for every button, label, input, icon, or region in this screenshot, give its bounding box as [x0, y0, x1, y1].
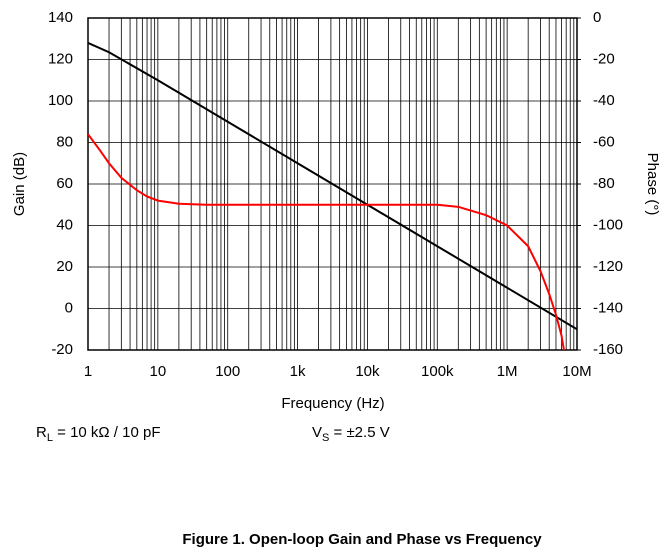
plot-frame	[87, 17, 578, 351]
y-tick-label: 40	[56, 216, 73, 233]
x-tick-label: 10M	[562, 363, 591, 380]
y-tick-label: 120	[48, 50, 73, 67]
x-tick-label: 10	[150, 363, 167, 380]
y-tick-label: 80	[56, 133, 73, 150]
x-tick-label: 10k	[355, 363, 380, 380]
x-tick-label: 1k	[290, 363, 306, 380]
x-tick-label: 1M	[497, 363, 518, 380]
annotation: RL = 10 kΩ / 10 pF	[36, 424, 161, 444]
series-line	[88, 133, 565, 350]
caption: Figure 1. Open-loop Gain and Phase vs Fr…	[182, 531, 542, 548]
y-tick-label: 0	[65, 299, 73, 316]
x-tick-label: 100	[215, 363, 240, 380]
y2-tick-label: -40	[593, 92, 615, 109]
annotation: VS = ±2.5 V	[312, 424, 390, 444]
y2-tick-label: -60	[593, 133, 615, 150]
y-tick-label: 20	[56, 258, 73, 275]
series-line	[88, 41, 577, 331]
x-tick-label: 1	[84, 363, 92, 380]
y-tick-label: 140	[48, 9, 73, 26]
x-tick-label: 100k	[421, 363, 454, 380]
y2-axis-label: Phase (°)	[644, 153, 661, 216]
y2-tick-label: -20	[593, 50, 615, 67]
y2-tick-label: -160	[593, 341, 623, 358]
y-tick-label: 60	[56, 175, 73, 192]
y2-tick-label: -120	[593, 258, 623, 275]
x-axis-label: Frequency (Hz)	[281, 395, 384, 412]
y-tick-label: -20	[51, 341, 73, 358]
y2-tick-label: -100	[593, 216, 623, 233]
y2-tick-label: 0	[593, 9, 601, 26]
y2-tick-label: -140	[593, 299, 623, 316]
y-tick-label: 100	[48, 92, 73, 109]
y2-tick-label: -80	[593, 175, 615, 192]
y-axis-label: Gain (dB)	[11, 152, 28, 216]
